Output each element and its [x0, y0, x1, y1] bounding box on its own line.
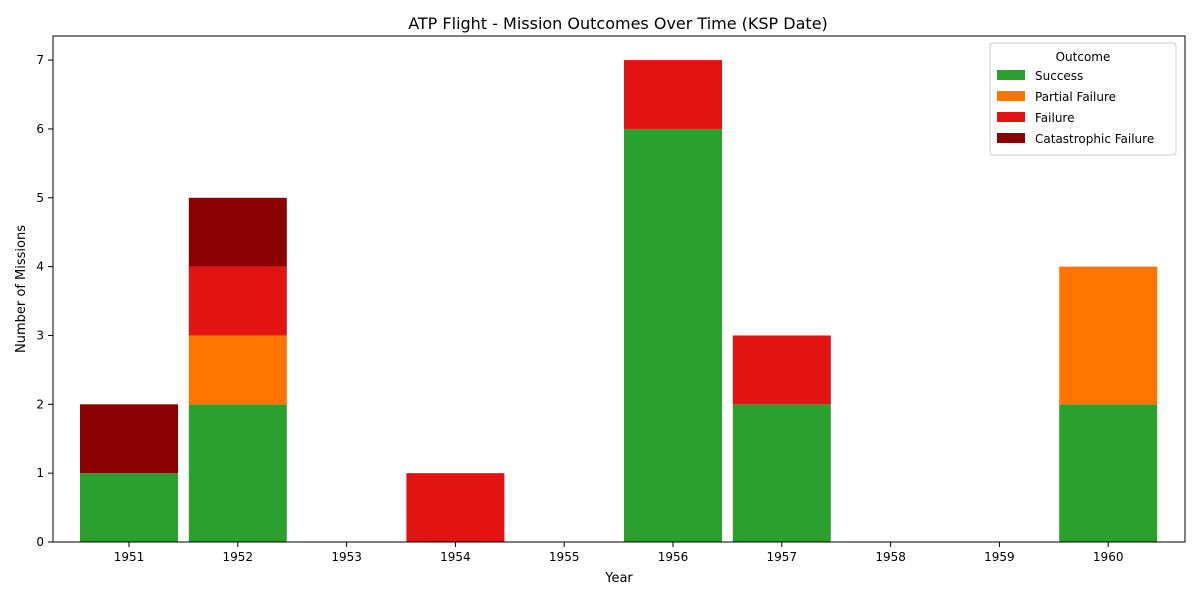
bar-1956-success: [624, 128, 722, 542]
legend-title: Outcome: [1056, 50, 1111, 64]
bar-1960-success: [1059, 404, 1158, 542]
bar-1951-catastrophic-failure: [80, 404, 178, 474]
x-tick-label: 1960: [1093, 550, 1124, 564]
x-axis: 1951 1952 1953 1954 1955 1956 1957 1958 1959 1960: [114, 542, 1124, 564]
x-axis-label: Year: [604, 571, 633, 586]
legend-label-catastrophic-failure: Catastrophic Failure: [1035, 132, 1154, 146]
bar-1956-failure: [624, 60, 722, 129]
y-tick-label: 7: [36, 53, 44, 67]
bar-1957-success: [732, 404, 831, 542]
x-tick-label: 1953: [331, 550, 362, 564]
y-tick-label: 1: [36, 466, 44, 480]
bar-1952-catastrophic-failure: [188, 197, 287, 267]
bar-1960-partial-failure: [1059, 266, 1158, 405]
y-tick-label: 2: [36, 397, 44, 411]
y-tick-label: 6: [36, 122, 44, 136]
x-tick-label: 1954: [440, 550, 471, 564]
bar-1954-failure: [406, 473, 505, 542]
y-tick-label: 0: [36, 535, 44, 549]
legend-swatch-catastrophic-failure: [997, 133, 1025, 143]
chart-title: ATP Flight - Mission Outcomes Over Time …: [408, 14, 828, 33]
y-axis-label: Number of Missions: [14, 225, 29, 353]
legend-label-partial-failure: Partial Failure: [1035, 90, 1116, 104]
y-tick-label: 5: [36, 191, 44, 205]
bar-1952-success: [188, 404, 287, 542]
legend: Outcome Success Partial Failure Failure Cata…: [989, 42, 1177, 156]
legend-swatch-partial-failure: [997, 91, 1025, 101]
bar-1957-failure: [732, 335, 831, 405]
bar-1952-failure: [188, 266, 287, 336]
x-tick-label: 1952: [223, 550, 254, 564]
bar-1952-partial-failure: [188, 335, 287, 405]
bars-group: [80, 60, 1158, 542]
plot-frame: [52, 35, 1186, 543]
x-tick-label: 1951: [114, 550, 145, 564]
legend-box: [989, 42, 1177, 156]
y-axis: 0 1 2 3 4 5 6 7: [36, 53, 53, 549]
y-tick-label: 3: [36, 328, 44, 342]
x-tick-label: 1956: [658, 550, 689, 564]
legend-label-failure: Failure: [1035, 111, 1074, 125]
legend-label-success: Success: [1035, 69, 1083, 83]
x-tick-label: 1958: [875, 550, 906, 564]
x-tick-label: 1955: [549, 550, 580, 564]
x-tick-label: 1959: [984, 550, 1015, 564]
x-tick-label: 1957: [767, 550, 798, 564]
legend-swatch-success: [997, 70, 1025, 80]
legend-swatch-failure: [997, 112, 1025, 122]
y-tick-label: 4: [36, 260, 44, 274]
bar-1951-success: [80, 473, 178, 542]
